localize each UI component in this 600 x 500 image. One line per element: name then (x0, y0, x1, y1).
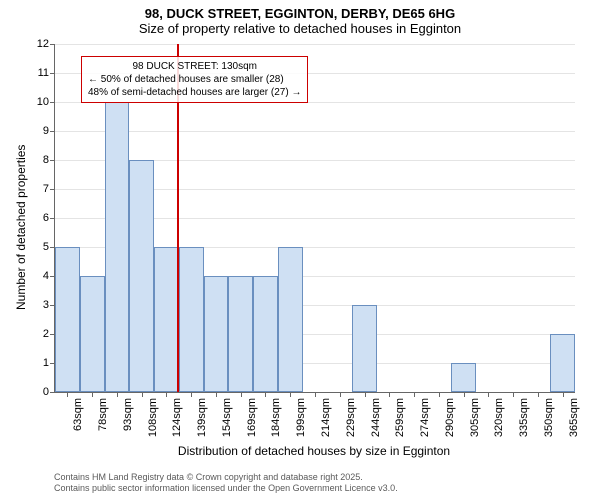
ytick-label: 3 (43, 299, 49, 311)
ytick-mark (50, 218, 55, 219)
xtick-label: 320sqm (493, 398, 505, 437)
ytick-label: 2 (43, 328, 49, 340)
xtick-mark (340, 392, 341, 397)
xtick-label: 184sqm (270, 398, 282, 437)
xtick-label: 229sqm (345, 398, 357, 437)
xtick-mark (315, 392, 316, 397)
ytick-label: 6 (43, 212, 49, 224)
title-block: 98, DUCK STREET, EGGINTON, DERBY, DE65 6… (0, 0, 600, 36)
xtick-label: 274sqm (419, 398, 431, 437)
xtick-mark (92, 392, 93, 397)
ytick-mark (50, 102, 55, 103)
xtick-mark (191, 392, 192, 397)
xtick-mark (67, 392, 68, 397)
y-axis-label: Number of detached properties (14, 145, 28, 310)
bar (80, 276, 105, 392)
xtick-mark (365, 392, 366, 397)
ytick-label: 10 (37, 96, 49, 108)
xtick-label: 78sqm (97, 398, 109, 431)
ytick-mark (50, 160, 55, 161)
ytick-mark (50, 392, 55, 393)
x-axis-label: Distribution of detached houses by size … (178, 444, 450, 458)
gridline (55, 44, 575, 45)
xtick-label: 169sqm (246, 398, 258, 437)
xtick-mark (513, 392, 514, 397)
xtick-label: 108sqm (147, 398, 159, 437)
ytick-label: 7 (43, 183, 49, 195)
ytick-label: 5 (43, 241, 49, 253)
bar (352, 305, 377, 392)
xtick-mark (414, 392, 415, 397)
xtick-mark (290, 392, 291, 397)
bar (129, 160, 154, 392)
xtick-label: 365sqm (568, 398, 580, 437)
ytick-mark (50, 73, 55, 74)
ytick-mark (50, 44, 55, 45)
bar (253, 276, 278, 392)
ytick-label: 11 (38, 67, 49, 79)
xtick-mark (563, 392, 564, 397)
xtick-label: 290sqm (444, 398, 456, 437)
xtick-mark (117, 392, 118, 397)
ytick-mark (50, 131, 55, 132)
bar (154, 247, 179, 392)
xtick-label: 139sqm (196, 398, 208, 437)
chart-title-line2: Size of property relative to detached ho… (0, 21, 600, 36)
xtick-mark (538, 392, 539, 397)
bar (451, 363, 476, 392)
ytick-label: 0 (43, 386, 49, 398)
xtick-label: 259sqm (394, 398, 406, 437)
xtick-mark (265, 392, 266, 397)
ytick-label: 1 (43, 357, 49, 369)
xtick-label: 350sqm (543, 398, 555, 437)
xtick-label: 199sqm (295, 398, 307, 437)
xtick-label: 305sqm (469, 398, 481, 437)
ytick-label: 12 (37, 38, 49, 50)
footer-line2: Contains public sector information licen… (54, 483, 398, 494)
bar (278, 247, 303, 392)
annotation-line: ← 50% of detached houses are smaller (28… (88, 73, 301, 86)
xtick-mark (142, 392, 143, 397)
xtick-mark (488, 392, 489, 397)
xtick-label: 63sqm (72, 398, 84, 431)
footer-text: Contains HM Land Registry data © Crown c… (54, 472, 398, 494)
xtick-label: 335sqm (518, 398, 530, 437)
xtick-mark (241, 392, 242, 397)
bar (204, 276, 229, 392)
chart-title-line1: 98, DUCK STREET, EGGINTON, DERBY, DE65 6… (0, 6, 600, 21)
xtick-label: 93sqm (122, 398, 134, 431)
bar (228, 276, 253, 392)
footer-line1: Contains HM Land Registry data © Crown c… (54, 472, 398, 483)
plot-area: 012345678910111263sqm78sqm93sqm108sqm124… (54, 44, 575, 393)
xtick-mark (464, 392, 465, 397)
xtick-mark (389, 392, 390, 397)
annotation-line: 98 DUCK STREET: 130sqm (88, 60, 301, 73)
xtick-label: 124sqm (171, 398, 183, 437)
xtick-label: 154sqm (221, 398, 233, 437)
annotation-box: 98 DUCK STREET: 130sqm← 50% of detached … (81, 56, 308, 103)
gridline (55, 131, 575, 132)
bar (179, 247, 204, 392)
xtick-mark (166, 392, 167, 397)
annotation-line: 48% of semi-detached houses are larger (… (88, 86, 301, 99)
xtick-mark (216, 392, 217, 397)
ytick-label: 8 (43, 154, 49, 166)
xtick-mark (439, 392, 440, 397)
ytick-mark (50, 189, 55, 190)
ytick-label: 9 (43, 125, 49, 137)
ytick-label: 4 (43, 270, 49, 282)
bar (550, 334, 575, 392)
xtick-label: 214sqm (320, 398, 332, 437)
bar (55, 247, 80, 392)
chart-container: 98, DUCK STREET, EGGINTON, DERBY, DE65 6… (0, 0, 600, 500)
xtick-label: 244sqm (370, 398, 382, 437)
bar (105, 102, 130, 392)
